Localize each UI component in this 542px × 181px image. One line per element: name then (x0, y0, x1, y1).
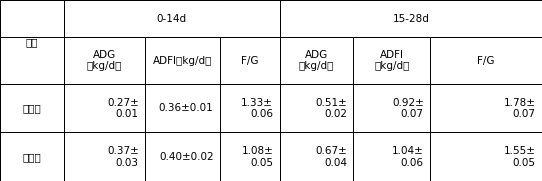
Text: 蔗糖馒: 蔗糖馒 (23, 152, 41, 162)
Text: 0.27±
0.01: 0.27± 0.01 (107, 98, 139, 119)
Text: 1.08±
0.05: 1.08± 0.05 (241, 146, 273, 168)
Text: 0-14d: 0-14d (157, 14, 187, 24)
Text: 15-28d: 15-28d (392, 14, 429, 24)
Text: ADFI
（kg/d）: ADFI （kg/d） (374, 50, 410, 71)
Text: 0.51±
0.02: 0.51± 0.02 (315, 98, 347, 119)
Text: 0.67±
0.04: 0.67± 0.04 (315, 146, 347, 168)
Text: 0.37±
0.03: 0.37± 0.03 (107, 146, 139, 168)
Text: 1.78±
0.07: 1.78± 0.07 (504, 98, 535, 119)
Text: 0.40±0.02: 0.40±0.02 (159, 152, 214, 162)
Text: 0.36±0.01: 0.36±0.01 (159, 103, 214, 113)
Text: 碳酸馒: 碳酸馒 (23, 103, 41, 113)
Text: 0.92±
0.07: 0.92± 0.07 (392, 98, 424, 119)
Text: F/G: F/G (478, 56, 495, 66)
Text: ADFI（kg/d）: ADFI（kg/d） (153, 56, 212, 66)
Text: ADG
（kg/d）: ADG （kg/d） (299, 50, 334, 71)
Text: 1.55±
0.05: 1.55± 0.05 (504, 146, 535, 168)
Text: 1.04±
0.06: 1.04± 0.06 (392, 146, 424, 168)
Text: F/G: F/G (241, 56, 259, 66)
Text: 处理: 处理 (25, 37, 38, 47)
Text: 1.33±
0.06: 1.33± 0.06 (241, 98, 273, 119)
Text: ADG
（kg/d）: ADG （kg/d） (87, 50, 122, 71)
